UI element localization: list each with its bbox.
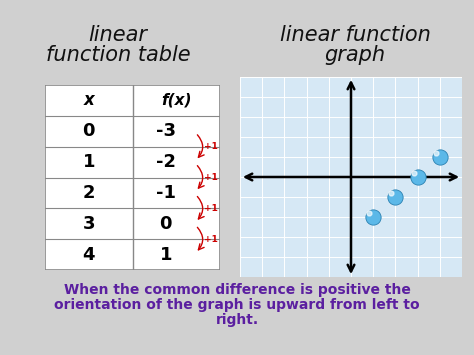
Text: When the common difference is positive the: When the common difference is positive t… bbox=[64, 283, 410, 297]
Text: x: x bbox=[83, 92, 94, 109]
Text: -2: -2 bbox=[156, 153, 176, 171]
Text: right.: right. bbox=[216, 313, 258, 327]
Text: 1: 1 bbox=[159, 246, 172, 263]
Text: 0: 0 bbox=[82, 122, 95, 140]
Text: -3: -3 bbox=[156, 122, 176, 140]
Text: linear: linear bbox=[89, 25, 147, 45]
Text: graph: graph bbox=[324, 45, 385, 65]
Text: +1: +1 bbox=[204, 173, 218, 182]
Text: linear function: linear function bbox=[280, 25, 430, 45]
Text: 3: 3 bbox=[82, 215, 95, 233]
Text: 2: 2 bbox=[82, 184, 95, 202]
Text: 0: 0 bbox=[159, 215, 172, 233]
Text: 1: 1 bbox=[82, 153, 95, 171]
Text: +1: +1 bbox=[204, 204, 218, 213]
Text: f(x): f(x) bbox=[161, 93, 191, 108]
Text: orientation of the graph is upward from left to: orientation of the graph is upward from … bbox=[54, 298, 420, 312]
Text: 4: 4 bbox=[82, 246, 95, 263]
Text: function table: function table bbox=[46, 45, 191, 65]
Text: +1: +1 bbox=[204, 142, 218, 151]
Text: +1: +1 bbox=[204, 235, 218, 244]
Text: -1: -1 bbox=[156, 184, 176, 202]
